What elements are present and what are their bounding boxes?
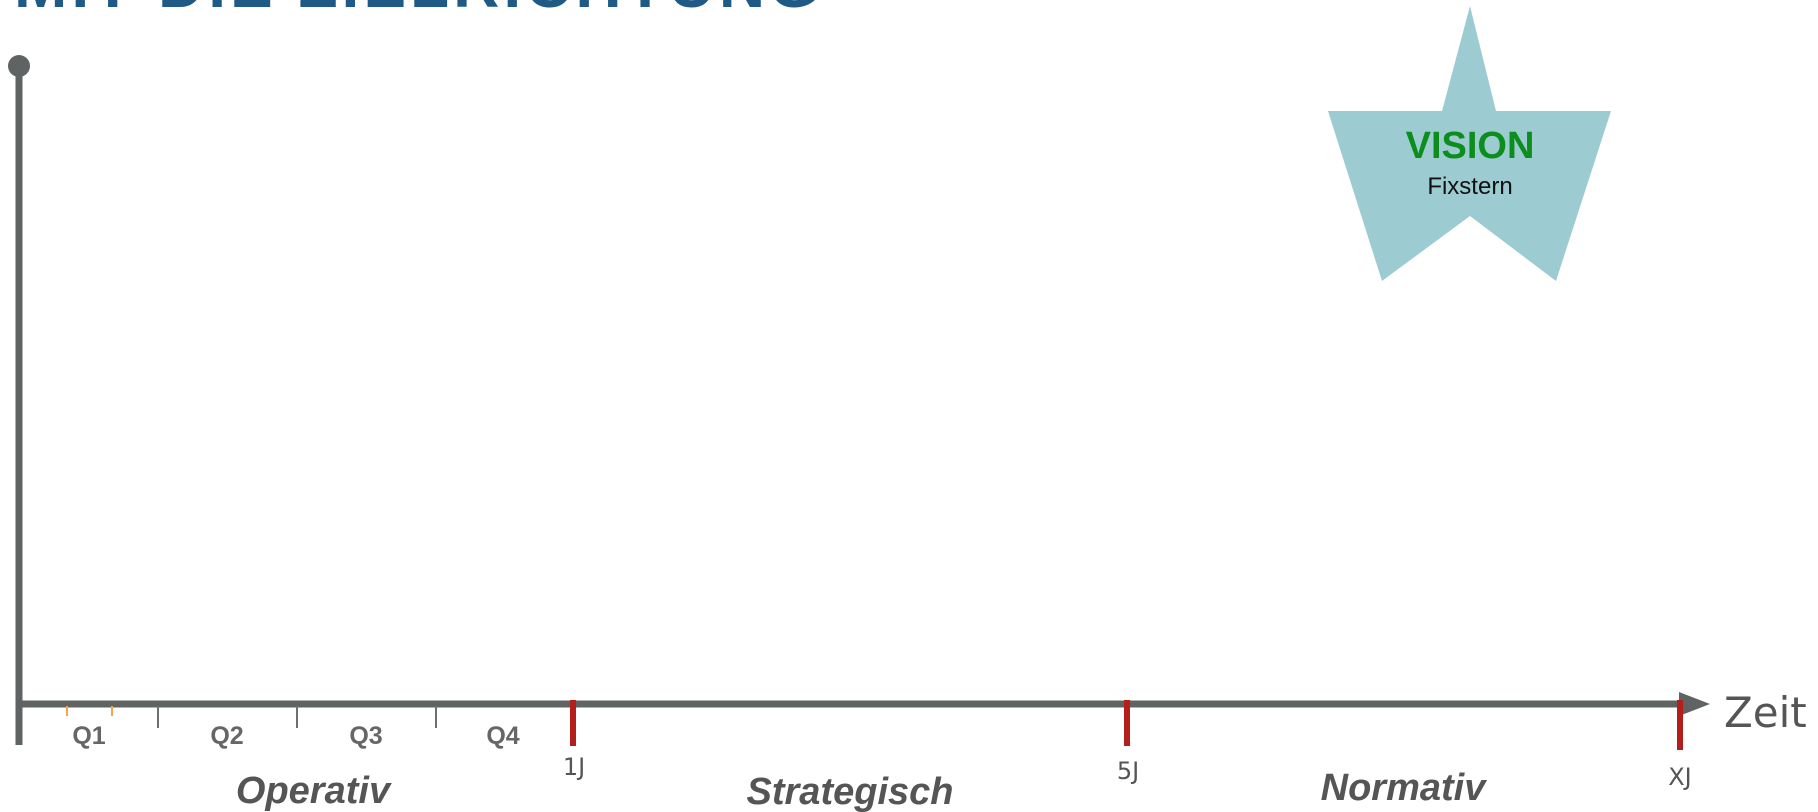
x-axis-label: Zeit — [1724, 688, 1807, 737]
x-axis-arrow-icon — [1679, 692, 1710, 716]
milestone-label-5j: 5J — [1117, 757, 1139, 785]
milestone-label-xj: XJ — [1668, 763, 1692, 791]
phase-label-normativ: Normativ — [1321, 767, 1488, 809]
y-axis-end-dot — [8, 55, 30, 77]
phase-label-operativ: Operativ — [236, 770, 392, 812]
quarter-label-q2: Q2 — [210, 722, 243, 750]
quarter-label-q1: Q1 — [72, 722, 105, 750]
vision-title: VISION — [1406, 125, 1535, 167]
page-title: MIT DIE ZIELRICHTUNG — [14, 0, 823, 22]
quarter-label-q3: Q3 — [349, 722, 382, 750]
phase-label-strategisch: Strategisch — [747, 771, 954, 812]
milestone-label-1j: 1J — [563, 753, 585, 781]
vision-star-icon — [1328, 6, 1611, 281]
vision-subtitle: Fixstern — [1427, 173, 1512, 200]
quarter-label-q4: Q4 — [486, 722, 519, 750]
